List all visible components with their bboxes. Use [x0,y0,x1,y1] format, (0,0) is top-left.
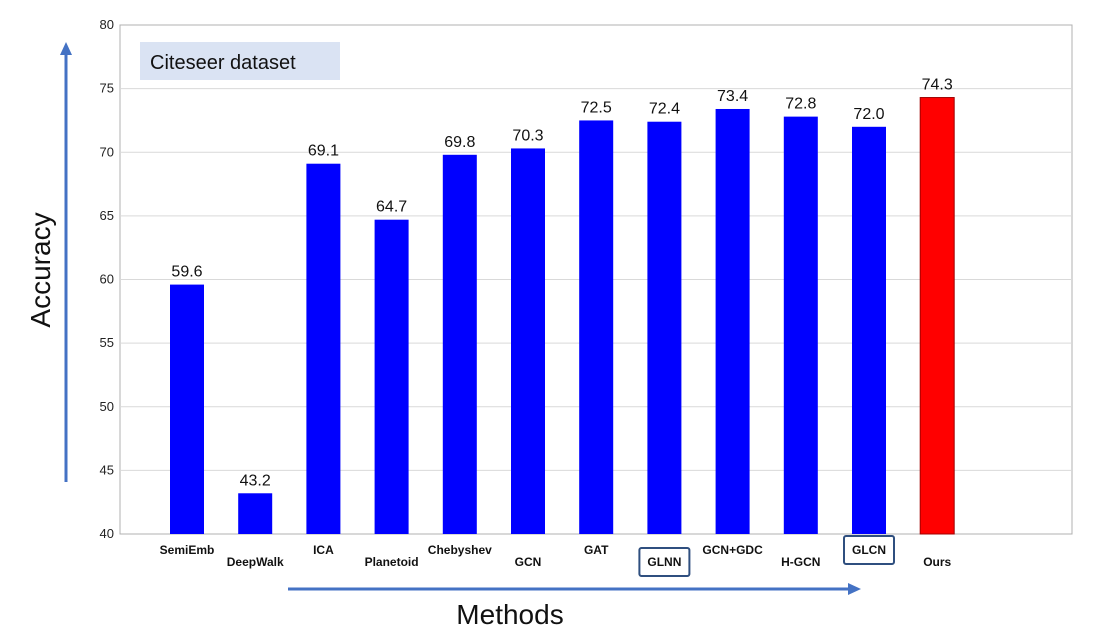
bar-ours [919,97,955,535]
y-axis-arrowhead [60,42,72,55]
category-label: DeepWalk [227,555,284,569]
x-axis-title: Methods [456,599,563,630]
bar-h-gcn [783,116,818,535]
bar-gcn [511,148,545,534]
data-label: 69.8 [444,134,475,151]
category-labels: SemiEmb DeepWalk ICA Planetoid Chebyshev GCN G… [160,535,952,577]
bars [170,97,955,535]
category-highlight-box [638,547,691,577]
data-label: 64.7 [376,199,407,216]
category-label: GCN+GDC [702,543,763,557]
category-label: GLCN [852,543,886,557]
gridlines [120,88,1072,471]
dataset-label-box [140,42,340,80]
category-label: Chebyshev [428,543,492,557]
bar-semiemb [170,284,204,534]
data-label: 72.5 [581,99,612,116]
category-label: Planetoid [365,555,419,569]
dataset-label: Citeseer dataset [150,52,296,74]
category-label: Ours [923,555,951,569]
y-axis-title: Accuracy [25,212,56,327]
category-label: SemiEmb [160,543,215,557]
y-tick-label: 80 [100,17,114,32]
data-label: 72.0 [853,106,884,123]
category-label: GAT [584,543,609,557]
bar-glnn [647,121,682,535]
y-axis-ticks: 40 45 50 55 60 65 70 75 80 [100,17,114,541]
data-label: 59.6 [171,264,202,281]
y-tick-label: 50 [100,399,114,414]
y-tick-label: 75 [100,81,114,96]
data-label: 73.4 [717,88,748,105]
category-label: GCN [515,555,542,569]
bar-chebyshev [442,154,477,535]
bar-deepwalk [238,493,273,534]
data-label: 69.1 [308,143,339,160]
y-tick-label: 60 [100,272,114,287]
bar-planetoid [374,219,409,534]
data-label: 70.3 [512,127,543,144]
y-tick-label: 45 [100,462,114,477]
category-label: H-GCN [781,555,820,569]
category-label: GLNN [647,555,681,569]
data-label: 72.4 [649,101,680,118]
category-highlight-box [843,535,895,565]
bar-gcn-gdc [715,108,750,535]
data-label: 72.8 [785,96,816,113]
data-label: 74.3 [922,77,953,94]
y-tick-label: 55 [100,335,114,350]
category-label: ICA [313,543,334,557]
y-tick-label: 65 [100,208,114,223]
bar-gat [579,120,614,534]
bar-ica [306,163,341,534]
y-tick-label: 70 [100,144,114,159]
y-tick-label: 40 [100,526,114,541]
data-labels: 59.6 43.2 69.1 64.7 69.8 70.3 72.5 72.4 73.4 72.8… [171,77,952,490]
data-label: 43.2 [240,472,271,489]
x-axis-arrowhead [848,583,861,595]
bar-glcn [852,126,886,535]
